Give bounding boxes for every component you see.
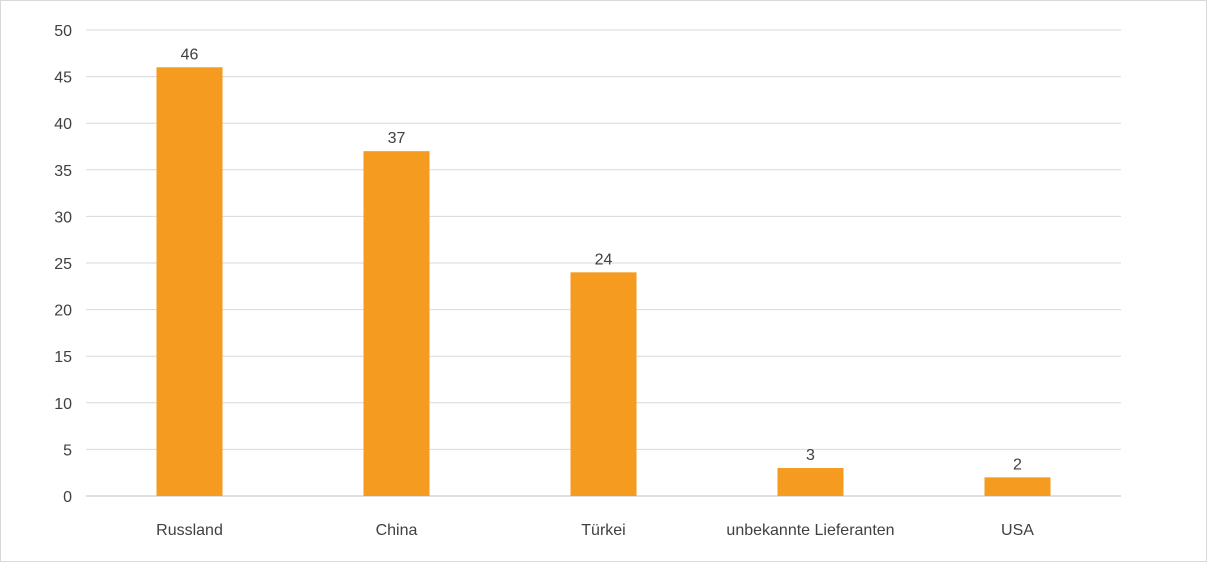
y-tick-label: 25 xyxy=(54,256,72,273)
bars xyxy=(156,67,1051,496)
x-category-label: Russland xyxy=(156,522,223,539)
data-label: 24 xyxy=(595,251,613,268)
bar-unbekannte-lieferanten xyxy=(777,468,844,496)
y-tick-label: 0 xyxy=(63,489,72,506)
x-category-label: unbekannte Lieferanten xyxy=(726,522,894,539)
y-tick-label: 10 xyxy=(54,396,72,413)
bar-usa xyxy=(984,477,1051,496)
y-tick-label: 30 xyxy=(54,209,72,226)
data-labels: 46 37 24 3 2 xyxy=(181,46,1022,473)
data-label: 2 xyxy=(1013,456,1022,473)
data-label: 37 xyxy=(388,130,406,147)
y-tick-label: 50 xyxy=(54,23,72,40)
y-tick-label: 35 xyxy=(54,163,72,180)
x-category-label: China xyxy=(376,522,418,539)
y-axis-ticks: 0 5 10 15 20 25 30 35 40 45 50 xyxy=(54,23,72,506)
data-label: 46 xyxy=(181,46,199,63)
y-tick-label: 45 xyxy=(54,70,72,87)
data-label: 3 xyxy=(806,447,815,464)
y-tick-label: 15 xyxy=(54,349,72,366)
bar-russland xyxy=(156,67,223,496)
x-axis-categories: Russland China Türkei unbekannte Lieferante… xyxy=(156,522,1034,539)
x-category-label: USA xyxy=(1001,522,1034,539)
y-tick-label: 20 xyxy=(54,303,72,320)
bar-türkei xyxy=(570,272,637,496)
y-tick-label: 40 xyxy=(54,116,72,133)
bar-china xyxy=(363,151,430,496)
x-category-label: Türkei xyxy=(581,522,625,539)
y-tick-label: 5 xyxy=(63,442,72,459)
